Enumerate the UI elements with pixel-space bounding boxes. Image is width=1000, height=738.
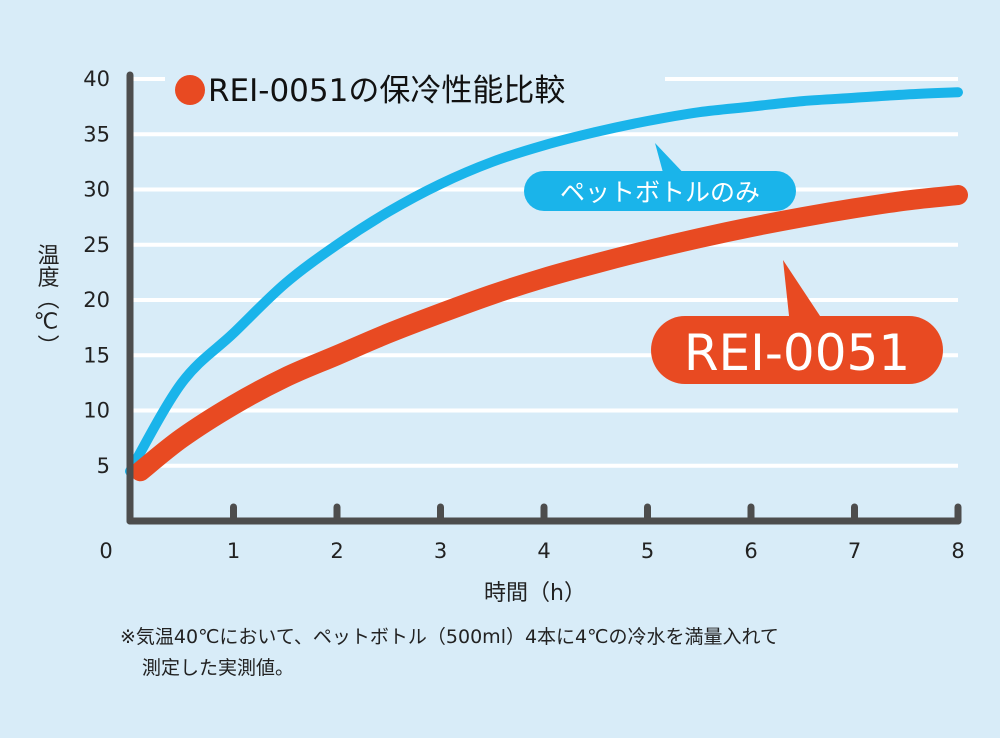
series-line-0	[125, 87, 963, 477]
legend-label-red: REI-0051	[684, 324, 910, 382]
footnote-line-2: 測定した実測値。	[142, 657, 295, 679]
y-tick-label-5: 5	[97, 454, 110, 478]
x-axis-title: 時間（h）	[484, 581, 586, 606]
series-lines	[125, 87, 968, 482]
y-tick-label-25: 25	[83, 233, 110, 257]
x-tick-label-8: 8	[951, 539, 964, 563]
axes	[126, 71, 962, 525]
y-tick-label-10: 10	[83, 399, 110, 423]
chart-title: REI-0051の保冷性能比較	[165, 66, 665, 112]
x-tick-label-0: 0	[99, 539, 112, 563]
legend-label-blue: ペットボトルのみ	[560, 178, 760, 207]
x-tick-label-2: 2	[330, 539, 343, 563]
callout-bubble-red	[651, 316, 943, 384]
tick-labels: 0 1 2 3 4 5 6 7 8 5 10 15 20 25 30 35 40	[83, 67, 964, 563]
series-callouts: ペットボトルのみ REI-0051	[524, 143, 943, 384]
chart-title-text: REI-0051の保冷性能比較	[208, 73, 565, 109]
x-tick-label-7: 7	[848, 539, 861, 563]
x-tick-label-4: 4	[537, 539, 550, 563]
y-tick-label-40: 40	[83, 67, 110, 91]
y-tick-label-20: 20	[83, 288, 110, 312]
x-tick-label-3: 3	[434, 539, 447, 563]
callout-pointer-red	[783, 260, 826, 325]
callout-bubble-blue	[524, 171, 796, 211]
x-tick-label-5: 5	[641, 539, 654, 563]
y-axis-title: 温度（℃）	[34, 244, 60, 357]
series-line-1	[130, 185, 968, 482]
title-background	[165, 66, 665, 112]
y-tick-label-15: 15	[83, 343, 110, 367]
y-tick-label-35: 35	[83, 122, 110, 146]
footnote: ※気温40℃において、ペットボトル（500ml）4本に4℃の冷水を満量入れて 測…	[120, 622, 980, 684]
title-marker	[175, 75, 205, 105]
x-tick-label-1: 1	[227, 539, 240, 563]
callout-pointer-blue	[655, 143, 690, 180]
footnote-line-1: ※気温40℃において、ペットボトル（500ml）4本に4℃の冷水を満量入れて	[120, 626, 779, 648]
x-tick-label-6: 6	[744, 539, 757, 563]
y-tick-label-30: 30	[83, 178, 110, 202]
